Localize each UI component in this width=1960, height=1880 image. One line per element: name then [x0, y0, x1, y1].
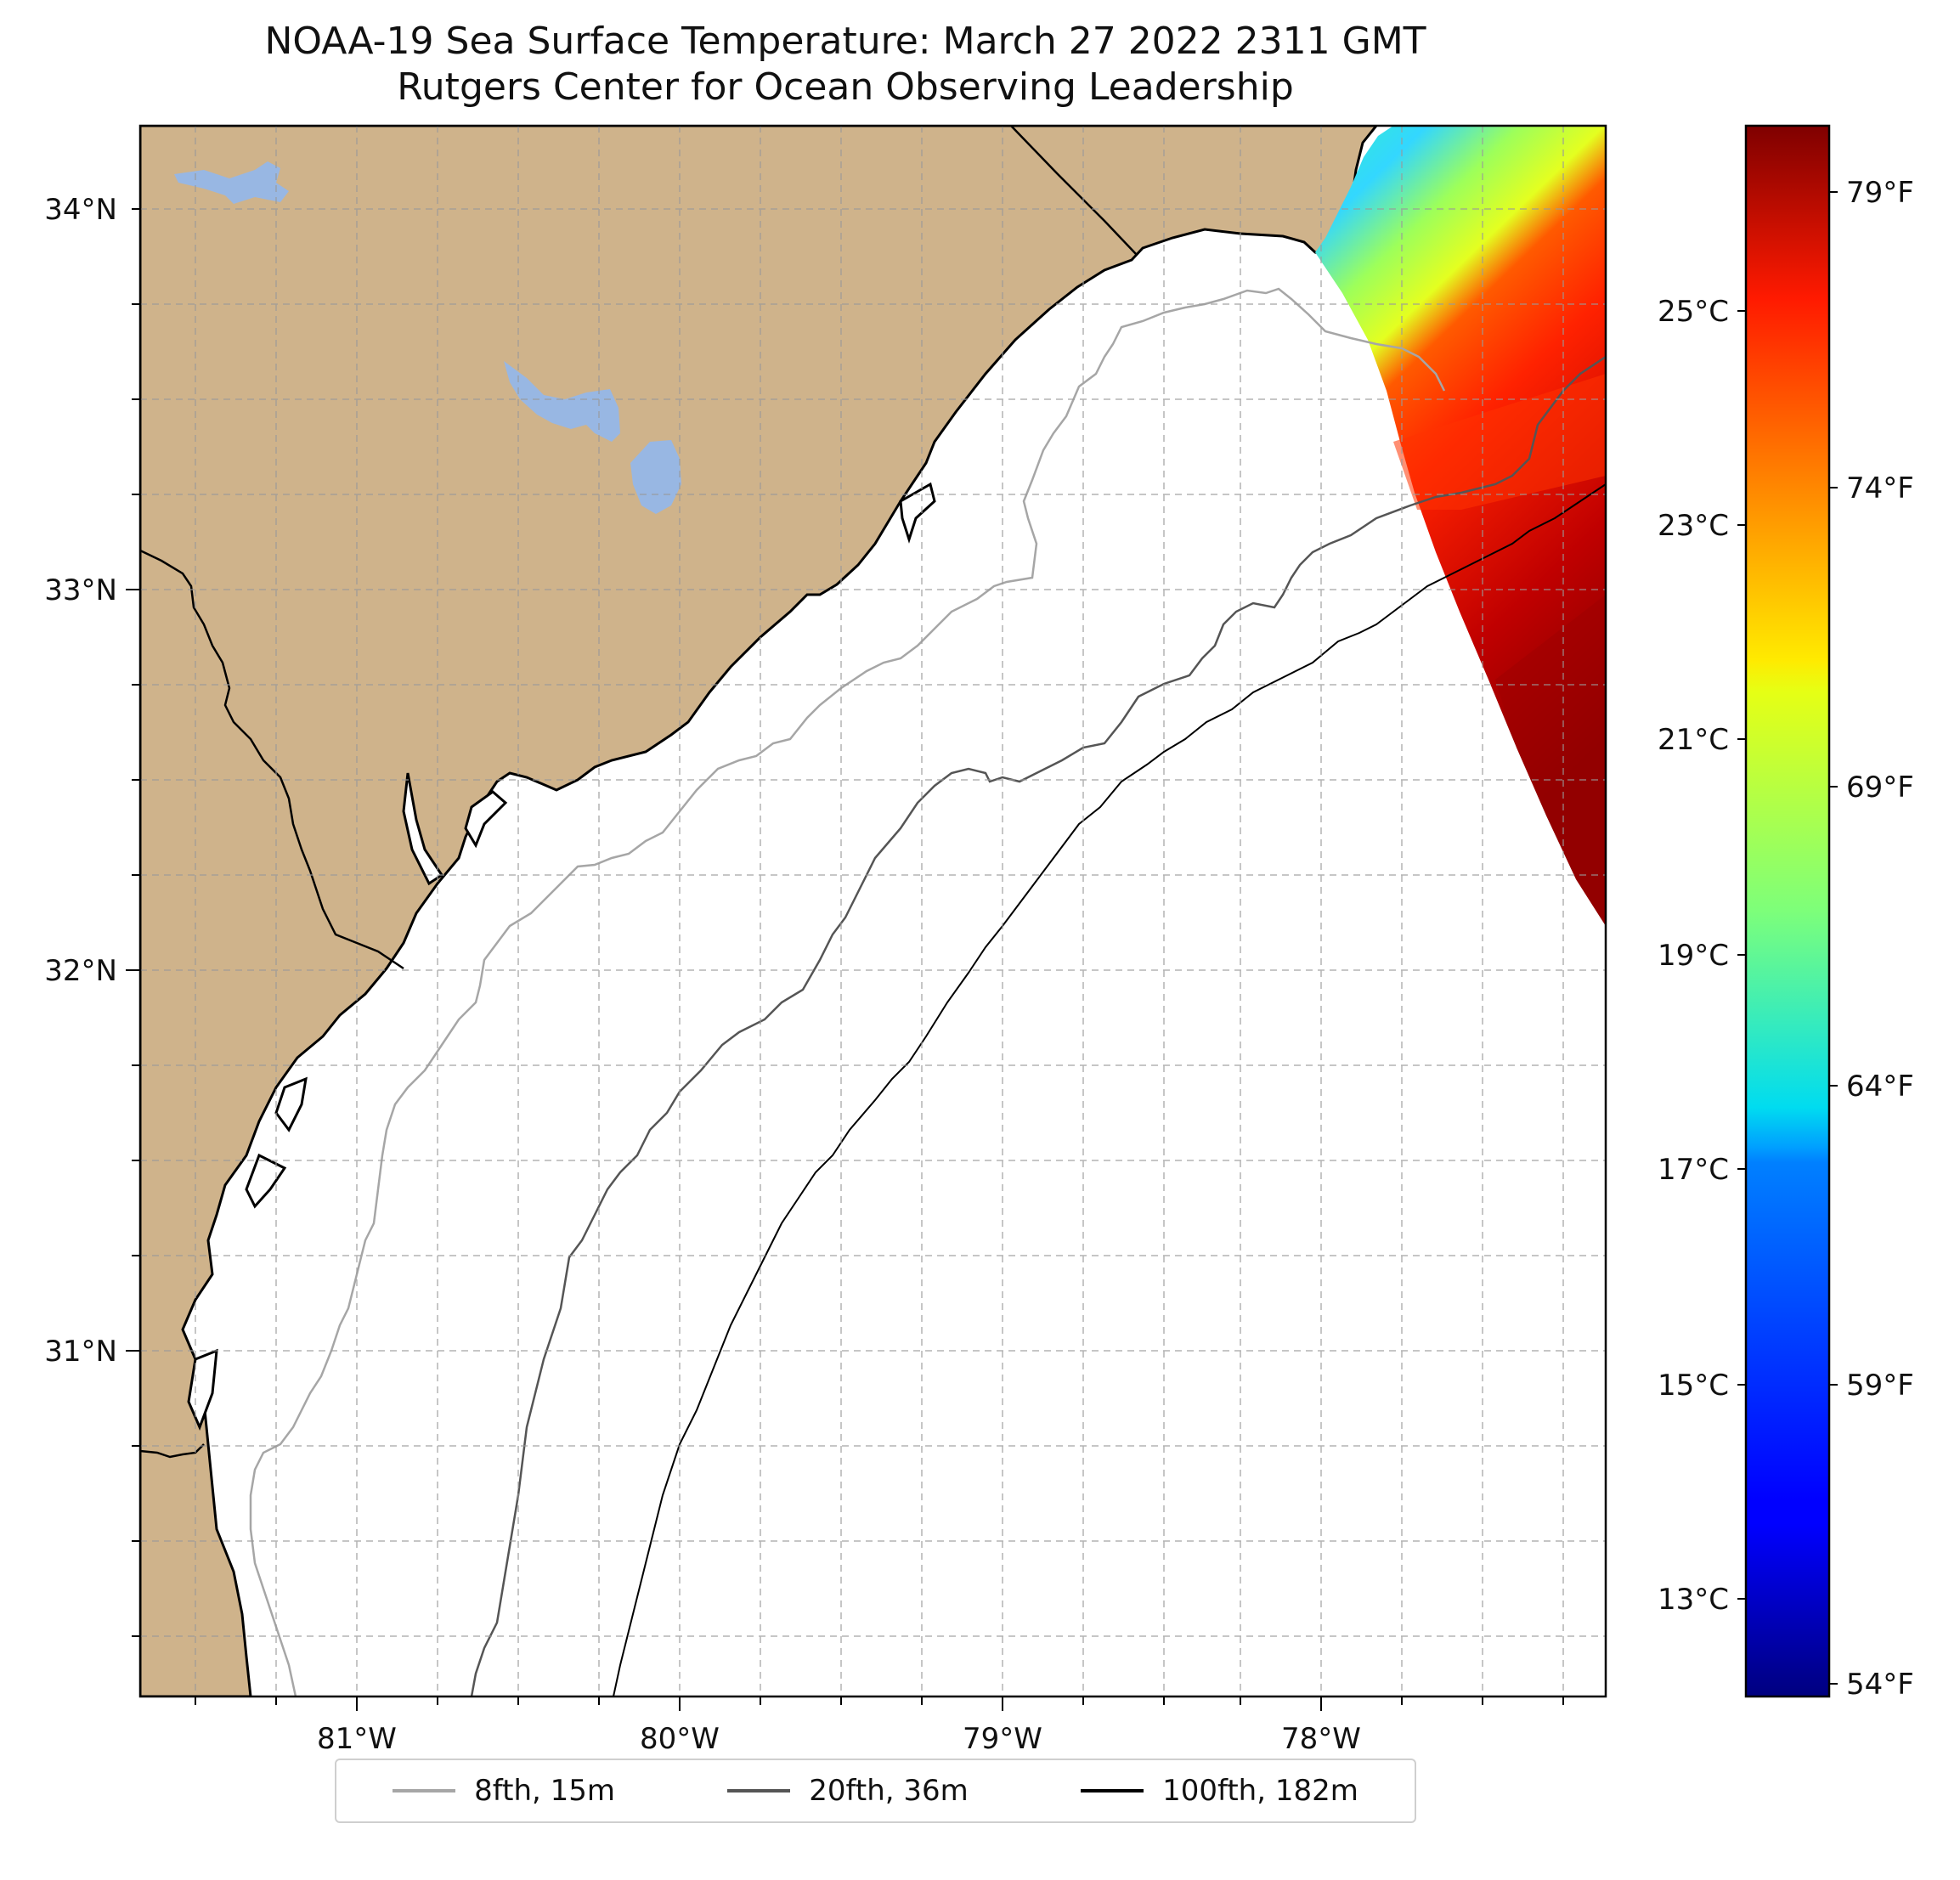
isobath-100fth	[613, 483, 1606, 1697]
isobath-20fth	[470, 355, 1606, 1697]
fahrenheit-label: 79°F	[1846, 176, 1914, 210]
fahrenheit-label: 69°F	[1846, 771, 1914, 805]
lat-label: 32°N	[44, 954, 117, 988]
isobath-8fth	[249, 287, 1446, 1697]
state-border	[1010, 126, 1138, 256]
fahrenheit-label: 64°F	[1846, 1070, 1914, 1104]
lake	[174, 161, 289, 204]
legend-label: 8fth, 15m	[474, 1774, 616, 1808]
lon-label: 79°W	[963, 1722, 1042, 1756]
legend-item-20fth: 20fth, 36m	[727, 1774, 969, 1808]
state-border	[140, 549, 404, 970]
sst-hot-band	[1495, 595, 1606, 926]
fahrenheit-label: 74°F	[1846, 471, 1914, 505]
colorbar-fahrenheit-ticks	[1829, 191, 1838, 1685]
x-ticks	[195, 1697, 1564, 1711]
lat-label: 34°N	[44, 193, 117, 227]
state-border	[140, 1443, 205, 1459]
coastal-island	[274, 1076, 308, 1132]
fahrenheit-label: 54°F	[1846, 1668, 1914, 1702]
celsius-label: 17°C	[1658, 1153, 1729, 1187]
coastal-island	[464, 790, 508, 849]
land-mass	[140, 126, 1378, 1697]
celsius-label: 15°C	[1658, 1369, 1729, 1403]
map-frame	[138, 124, 1607, 1698]
gridlines	[140, 126, 1606, 1697]
legend-swatch	[727, 1789, 791, 1792]
coastal-island	[402, 772, 444, 886]
coastal-island	[187, 1348, 218, 1431]
lon-label: 78°W	[1281, 1722, 1361, 1756]
sst-warm-band	[1393, 374, 1606, 510]
isobath-legend: 8fth, 15m 20fth, 36m 100fth, 182m	[335, 1759, 1416, 1823]
celsius-label: 21°C	[1658, 723, 1729, 757]
map-title: NOAA-19 Sea Surface Temperature: March 2…	[264, 20, 1426, 63]
legend-label: 100fth, 182m	[1162, 1774, 1358, 1808]
colorbar-celsius-ticks	[1737, 310, 1746, 1600]
y-ticks	[126, 208, 140, 1637]
celsius-label: 25°C	[1658, 295, 1729, 329]
map-subtitle: Rutgers Center for Ocean Observing Leade…	[397, 65, 1294, 109]
lake	[630, 440, 681, 514]
celsius-label: 23°C	[1658, 509, 1729, 543]
legend-swatch	[393, 1789, 456, 1792]
coastal-island	[245, 1153, 287, 1209]
lat-label: 31°N	[44, 1335, 117, 1369]
celsius-label: 19°C	[1658, 939, 1729, 973]
legend-swatch	[1081, 1789, 1144, 1792]
legend-item-100fth: 100fth, 182m	[1081, 1774, 1358, 1808]
lon-label: 81°W	[317, 1722, 397, 1756]
colorbar	[1744, 124, 1831, 1698]
celsius-label: 13°C	[1658, 1583, 1729, 1617]
lake	[504, 361, 620, 442]
fahrenheit-label: 59°F	[1846, 1369, 1914, 1403]
legend-item-8fth: 8fth, 15m	[393, 1774, 615, 1808]
coastal-island	[899, 482, 936, 544]
lat-label: 33°N	[44, 573, 117, 607]
lon-label: 80°W	[640, 1722, 720, 1756]
legend-label: 20fth, 36m	[809, 1774, 969, 1808]
